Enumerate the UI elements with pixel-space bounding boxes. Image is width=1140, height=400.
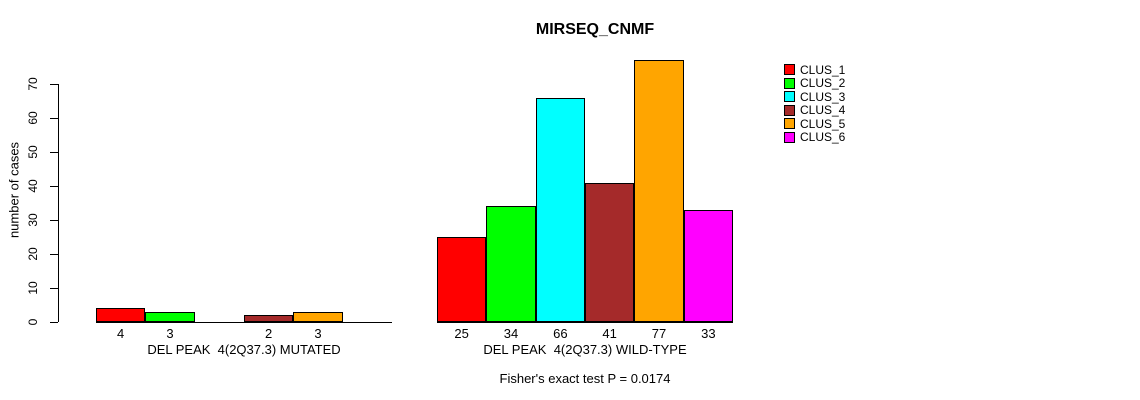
bar-value-label: 4 — [117, 326, 125, 341]
y-tick-label: 20 — [26, 247, 40, 261]
legend-swatch-clus_6 — [784, 131, 795, 143]
bar-clus_5 — [634, 60, 684, 322]
y-axis-line — [58, 84, 59, 322]
bar-value-label: 2 — [265, 326, 273, 341]
y-tick-mark — [50, 219, 58, 221]
y-tick-label: 40 — [26, 179, 40, 193]
legend-label: CLUS_6 — [800, 130, 846, 144]
legend-item: CLUS_3 — [784, 89, 846, 104]
bar-value-label: 77 — [651, 326, 667, 341]
chart-title: MIRSEQ_CNMF — [535, 21, 655, 38]
y-tick-mark — [50, 185, 58, 187]
bar-clus_4 — [585, 182, 635, 322]
y-tick-label: 0 — [26, 318, 40, 326]
legend-item: CLUS_5 — [784, 116, 846, 131]
x-axis-label-mutated: DEL PEAK 4(2Q37.3) MUTATED — [147, 342, 341, 357]
legend-swatch-clus_5 — [784, 118, 795, 129]
bar-value-label: 66 — [553, 326, 568, 341]
legend-swatch-clus_4 — [784, 104, 795, 116]
bar-value-label: 41 — [602, 326, 617, 341]
x-axis-label-wildtype: DEL PEAK 4(2Q37.3) WILD-TYPE — [483, 342, 687, 357]
bar-value-label: 33 — [701, 326, 716, 341]
y-tick-label: 30 — [26, 213, 40, 227]
bar-value-label: 3 — [314, 326, 322, 341]
bar-clus_4 — [244, 315, 294, 322]
bar-clus_1 — [437, 237, 487, 322]
fisher-test-annotation: Fisher's exact test P = 0.0174 — [499, 371, 671, 386]
y-tick-label: 60 — [26, 111, 40, 125]
legend-item: CLUS_1 — [784, 62, 846, 77]
legend-swatch-clus_1 — [784, 64, 795, 75]
legend: CLUS_1 CLUS_2 CLUS_3 CLUS_4 CLUS_5 CLUS_6 — [784, 62, 846, 145]
legend-item: CLUS_6 — [784, 130, 846, 144]
bar-value-label: 34 — [503, 326, 519, 341]
bar-clus_5 — [293, 311, 343, 322]
legend-item: CLUS_2 — [784, 76, 846, 90]
bar-group-wildtype — [437, 0, 733, 323]
y-tick-mark — [50, 321, 58, 323]
y-tick-mark — [50, 117, 58, 119]
legend-label: CLUS_2 — [800, 76, 846, 90]
y-tick-mark — [50, 287, 58, 289]
legend-label: CLUS_3 — [800, 89, 846, 104]
y-tick-label: 70 — [26, 77, 40, 91]
bar-clus_1 — [96, 308, 146, 322]
legend-swatch-clus_3 — [784, 91, 795, 102]
bar-value-label: 25 — [454, 326, 469, 341]
legend-label: CLUS_1 — [800, 62, 846, 77]
bar-value-label: 3 — [166, 326, 174, 341]
legend-swatch-clus_2 — [784, 77, 795, 89]
y-tick-label: 10 — [26, 281, 40, 295]
y-tick-label: 50 — [26, 145, 40, 159]
bar-clus_2 — [486, 206, 536, 322]
y-axis-label: number of cases — [6, 141, 22, 239]
y-tick-mark — [50, 151, 58, 153]
bar-clus_3 — [535, 97, 585, 322]
legend-label: CLUS_4 — [800, 103, 846, 117]
legend-label: CLUS_5 — [800, 116, 846, 131]
legend-item: CLUS_4 — [784, 103, 846, 117]
bar-group-mutated — [96, 0, 392, 323]
bar-clus_2 — [145, 311, 195, 322]
y-tick-mark — [50, 253, 58, 255]
bar-clus_6 — [683, 209, 733, 322]
y-tick-mark — [50, 83, 58, 85]
